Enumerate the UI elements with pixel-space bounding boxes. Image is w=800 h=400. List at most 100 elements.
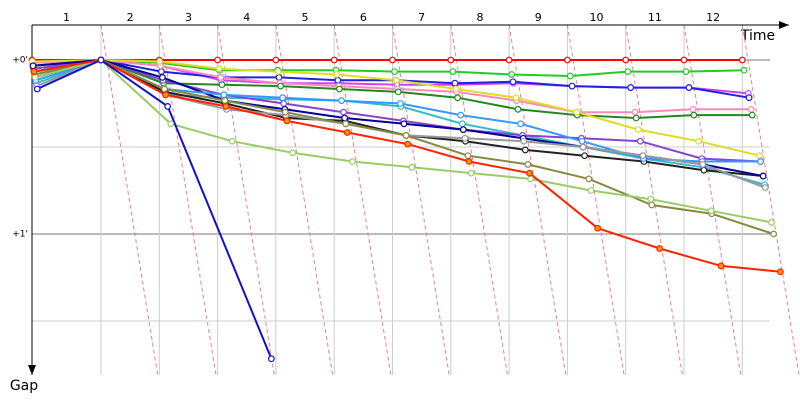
point bbox=[639, 152, 647, 160]
time-line bbox=[100, 24, 159, 376]
point bbox=[634, 126, 642, 134]
point bbox=[280, 100, 288, 107]
point bbox=[680, 56, 688, 64]
point bbox=[632, 114, 640, 122]
point bbox=[402, 132, 410, 139]
point bbox=[97, 56, 105, 64]
point bbox=[33, 85, 41, 93]
point bbox=[699, 161, 707, 168]
point bbox=[167, 120, 175, 128]
point bbox=[587, 187, 595, 194]
point bbox=[458, 120, 466, 128]
point bbox=[392, 76, 400, 84]
x-tick-label: 1 bbox=[63, 11, 70, 24]
point bbox=[283, 117, 291, 125]
point bbox=[217, 74, 225, 81]
y-axis-label: Gap bbox=[10, 378, 38, 394]
point bbox=[648, 201, 656, 209]
point bbox=[162, 91, 169, 99]
point bbox=[220, 91, 228, 99]
point bbox=[218, 81, 226, 89]
series-line bbox=[36, 58, 273, 360]
point bbox=[449, 68, 457, 76]
x-tick-label: 8 bbox=[476, 11, 483, 24]
point bbox=[717, 262, 725, 270]
point bbox=[690, 111, 698, 119]
point bbox=[30, 68, 38, 76]
point bbox=[31, 74, 39, 81]
time-line bbox=[217, 24, 275, 376]
point bbox=[465, 158, 473, 165]
point bbox=[156, 58, 163, 65]
time-line bbox=[683, 24, 742, 376]
point bbox=[624, 68, 632, 76]
point bbox=[740, 66, 748, 74]
point bbox=[336, 85, 343, 93]
point bbox=[404, 140, 412, 148]
point bbox=[451, 79, 459, 87]
point bbox=[215, 65, 223, 73]
point bbox=[29, 62, 37, 70]
x-tick-label: 2 bbox=[127, 11, 134, 24]
time-line bbox=[566, 24, 625, 376]
point bbox=[457, 111, 465, 119]
point bbox=[707, 207, 715, 215]
point bbox=[759, 172, 767, 180]
point bbox=[447, 56, 455, 64]
point bbox=[622, 56, 630, 64]
point bbox=[700, 166, 708, 174]
x-tick-label: 3 bbox=[185, 11, 192, 24]
point bbox=[685, 84, 693, 91]
point bbox=[281, 108, 289, 116]
time-line bbox=[508, 24, 567, 376]
point bbox=[579, 143, 587, 151]
point bbox=[585, 175, 593, 183]
point bbox=[341, 114, 349, 122]
x-axis-arrow bbox=[778, 21, 789, 29]
x-tick-label: 6 bbox=[360, 11, 367, 24]
point bbox=[770, 230, 778, 238]
x-tick-label: 12 bbox=[706, 11, 720, 24]
point bbox=[594, 224, 602, 232]
point bbox=[627, 84, 635, 91]
point bbox=[330, 56, 338, 64]
point bbox=[334, 76, 342, 84]
x-tick-label: 5 bbox=[302, 11, 309, 24]
point bbox=[568, 82, 576, 90]
point bbox=[214, 56, 222, 64]
point bbox=[512, 94, 520, 102]
x-tick-label: 4 bbox=[243, 11, 250, 24]
y-tick-label: +0' bbox=[12, 56, 28, 66]
point bbox=[524, 161, 532, 168]
point bbox=[526, 169, 533, 177]
point bbox=[461, 134, 469, 142]
point bbox=[757, 158, 764, 165]
point bbox=[338, 97, 345, 105]
point bbox=[564, 56, 571, 64]
x-axis-label: Time bbox=[740, 28, 775, 44]
point bbox=[343, 129, 351, 136]
point bbox=[272, 56, 280, 64]
point bbox=[756, 152, 763, 160]
point bbox=[161, 85, 168, 93]
point bbox=[289, 149, 297, 157]
point bbox=[277, 82, 284, 90]
point bbox=[738, 56, 746, 64]
point bbox=[573, 108, 581, 116]
point bbox=[267, 355, 275, 363]
point bbox=[340, 108, 347, 116]
point bbox=[333, 71, 341, 78]
point bbox=[408, 163, 416, 171]
point bbox=[578, 137, 586, 145]
point bbox=[159, 74, 166, 81]
x-tick-label: 9 bbox=[535, 11, 542, 24]
point bbox=[527, 175, 534, 183]
point bbox=[581, 152, 589, 160]
time-line bbox=[392, 24, 450, 376]
point bbox=[396, 100, 404, 107]
point bbox=[695, 137, 703, 145]
point bbox=[467, 169, 475, 177]
point bbox=[164, 103, 172, 110]
point bbox=[517, 120, 524, 128]
